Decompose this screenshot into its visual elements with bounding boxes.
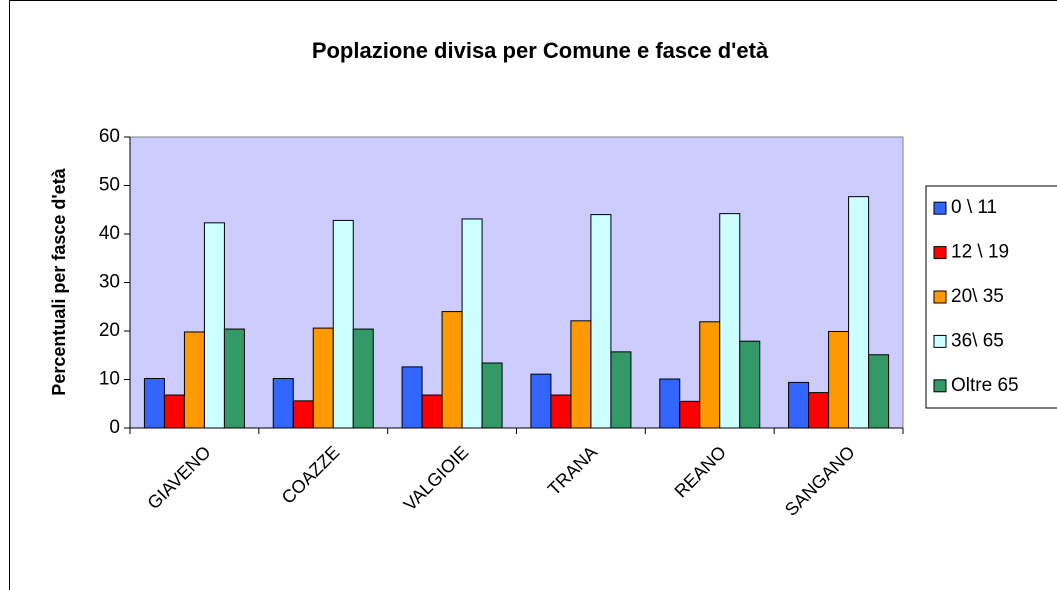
bar bbox=[848, 196, 870, 429]
chart-title: Poplazione divisa per Comune e fasce d'e… bbox=[312, 38, 769, 63]
x-tick-label: SANGANO bbox=[781, 442, 859, 520]
x-tick-label: TRANA bbox=[544, 442, 601, 499]
bar bbox=[679, 400, 701, 429]
bar bbox=[292, 400, 314, 429]
bar bbox=[312, 327, 334, 429]
bar bbox=[719, 213, 741, 429]
legend-label: 20\ 35 bbox=[951, 286, 1004, 307]
legend-label: 12 \ 19 bbox=[951, 242, 1009, 263]
legend-label: 0 \ 11 bbox=[951, 197, 997, 218]
legend-swatch bbox=[933, 246, 947, 260]
y-tick-label: 20 bbox=[99, 320, 120, 341]
legend-swatch bbox=[933, 379, 947, 393]
bar bbox=[610, 351, 632, 429]
legend-swatch bbox=[933, 334, 947, 348]
bar bbox=[808, 392, 830, 429]
bar bbox=[570, 320, 592, 429]
y-tick-label: 60 bbox=[99, 126, 120, 147]
bar bbox=[183, 331, 205, 429]
x-tick-label: VALGIOIE bbox=[400, 442, 473, 515]
y-tick-label: 40 bbox=[99, 223, 120, 244]
bar bbox=[401, 366, 423, 429]
bar bbox=[481, 362, 503, 429]
bar bbox=[550, 394, 572, 429]
legend-label: 36\ 65 bbox=[951, 330, 1004, 351]
bar bbox=[788, 381, 810, 429]
bar bbox=[352, 328, 374, 429]
legend-label: Oltre 65 bbox=[951, 375, 1019, 396]
legend-swatch bbox=[933, 201, 947, 215]
bar bbox=[163, 394, 185, 429]
legend-swatch bbox=[933, 290, 947, 304]
bar bbox=[441, 311, 463, 429]
bar bbox=[868, 354, 890, 429]
y-tick-label: 0 bbox=[109, 417, 120, 438]
y-tick-label: 10 bbox=[99, 369, 120, 390]
bar bbox=[421, 394, 443, 429]
bar bbox=[461, 218, 483, 429]
bar bbox=[272, 378, 294, 429]
plot-area bbox=[129, 136, 904, 429]
bar bbox=[659, 378, 681, 429]
bar bbox=[223, 328, 245, 429]
bar bbox=[143, 378, 165, 429]
bar bbox=[332, 219, 354, 429]
bar bbox=[739, 340, 761, 429]
bar bbox=[699, 321, 721, 429]
x-tick-label: COAZZE bbox=[278, 442, 344, 508]
x-tick-label: GIAVENO bbox=[143, 442, 214, 513]
bar bbox=[203, 222, 225, 429]
y-axis-label: Percentuali per fasce d'età bbox=[49, 167, 69, 395]
bar bbox=[590, 214, 612, 429]
bar bbox=[530, 373, 552, 429]
y-tick-label: 50 bbox=[99, 175, 120, 196]
x-tick-label: REANO bbox=[671, 442, 730, 501]
legend-box bbox=[925, 185, 1057, 409]
bar bbox=[828, 330, 850, 429]
y-tick-label: 30 bbox=[99, 272, 120, 293]
